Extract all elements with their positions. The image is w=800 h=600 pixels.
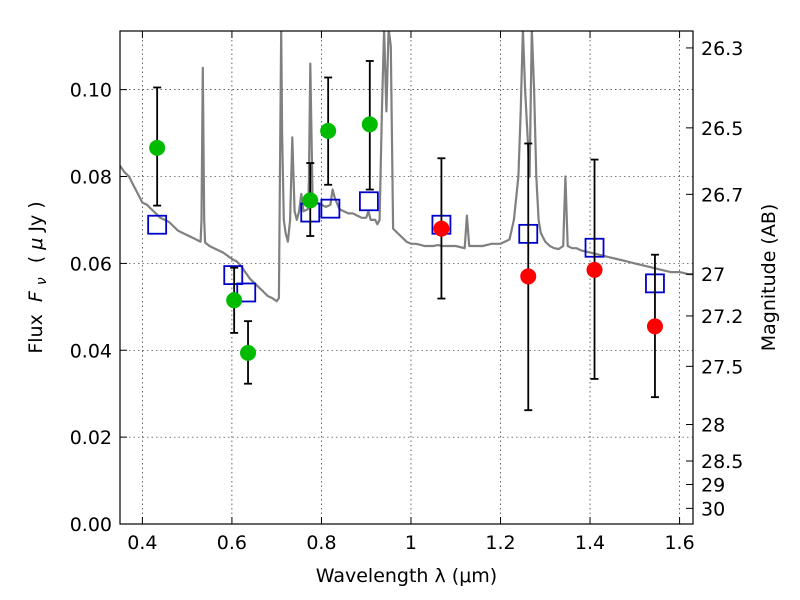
x-tick-label: 0.4 — [127, 532, 157, 554]
green-data-point — [302, 192, 319, 209]
y2-tick-label: 28 — [701, 415, 725, 437]
red-data-point — [433, 220, 450, 237]
x-axis: 0.4 0.6 0.8 1 1.2 1.4 1.6 — [127, 31, 695, 554]
y-axis-title-prefix: Flux — [25, 308, 47, 354]
x-tick-label: 1.6 — [664, 532, 694, 554]
y-axis-title-open: ( — [25, 250, 47, 263]
plot-area — [120, 31, 693, 412]
x-tick-label: 1.4 — [575, 532, 605, 554]
y-axis-title-subscript: ν — [34, 277, 50, 285]
y-tick-label: 0.00 — [70, 514, 112, 536]
x-tick-label: 1.2 — [485, 532, 515, 554]
model-flux-square — [358, 191, 379, 212]
y2-tick-label: 28.5 — [701, 451, 743, 473]
y2-tick-label: 26.7 — [701, 184, 743, 206]
y-tick-label: 0.10 — [70, 80, 112, 102]
green-data-point — [240, 344, 257, 361]
y-axis-title-symbol: F — [25, 290, 47, 302]
y-axis-title-unit: Jy ) — [25, 201, 47, 232]
y2-tick-label: 30 — [701, 498, 725, 520]
model-flux-square — [147, 214, 168, 235]
x-axis-title: Wavelength λ (μm) — [316, 565, 497, 587]
green-data-point — [149, 139, 166, 156]
plot-frame — [119, 30, 694, 525]
y-tick-label: 0.06 — [70, 253, 112, 275]
x-tick-label: 0.8 — [306, 532, 336, 554]
y2-tick-label: 26.3 — [701, 38, 743, 60]
x-tick-label: 1 — [405, 532, 417, 554]
green-data-point — [320, 122, 337, 139]
red-data-point — [586, 261, 603, 278]
y-axis-title: Flux F ν ( μ Jy ) — [25, 201, 51, 353]
red-data-point — [520, 268, 537, 285]
x-tick-label: 0.6 — [217, 532, 247, 554]
y2-tick-label: 27.5 — [701, 356, 743, 378]
spectrum-line — [120, 31, 693, 303]
y-tick-label: 0.08 — [70, 167, 112, 189]
y2-tick-label: 27 — [701, 264, 725, 286]
y2-tick-label: 27.2 — [701, 306, 743, 328]
model-flux-square — [236, 282, 257, 303]
green-data-point — [226, 292, 243, 309]
y-axis: 0.00 0.02 0.04 0.06 0.08 0.10 — [70, 80, 127, 536]
y2-tick-label: 29 — [701, 474, 725, 496]
grid-lines — [120, 31, 693, 524]
y2-axis-title: Magnitude (AB) — [758, 204, 780, 352]
y-tick-label: 0.02 — [70, 427, 112, 449]
y2-tick-label: 26.5 — [701, 118, 743, 140]
model-flux-square — [320, 198, 341, 219]
green-data-point — [361, 116, 378, 133]
red-data-point — [646, 318, 663, 335]
y-axis-title-mu: μ — [25, 238, 47, 251]
y-tick-label: 0.04 — [70, 340, 112, 362]
